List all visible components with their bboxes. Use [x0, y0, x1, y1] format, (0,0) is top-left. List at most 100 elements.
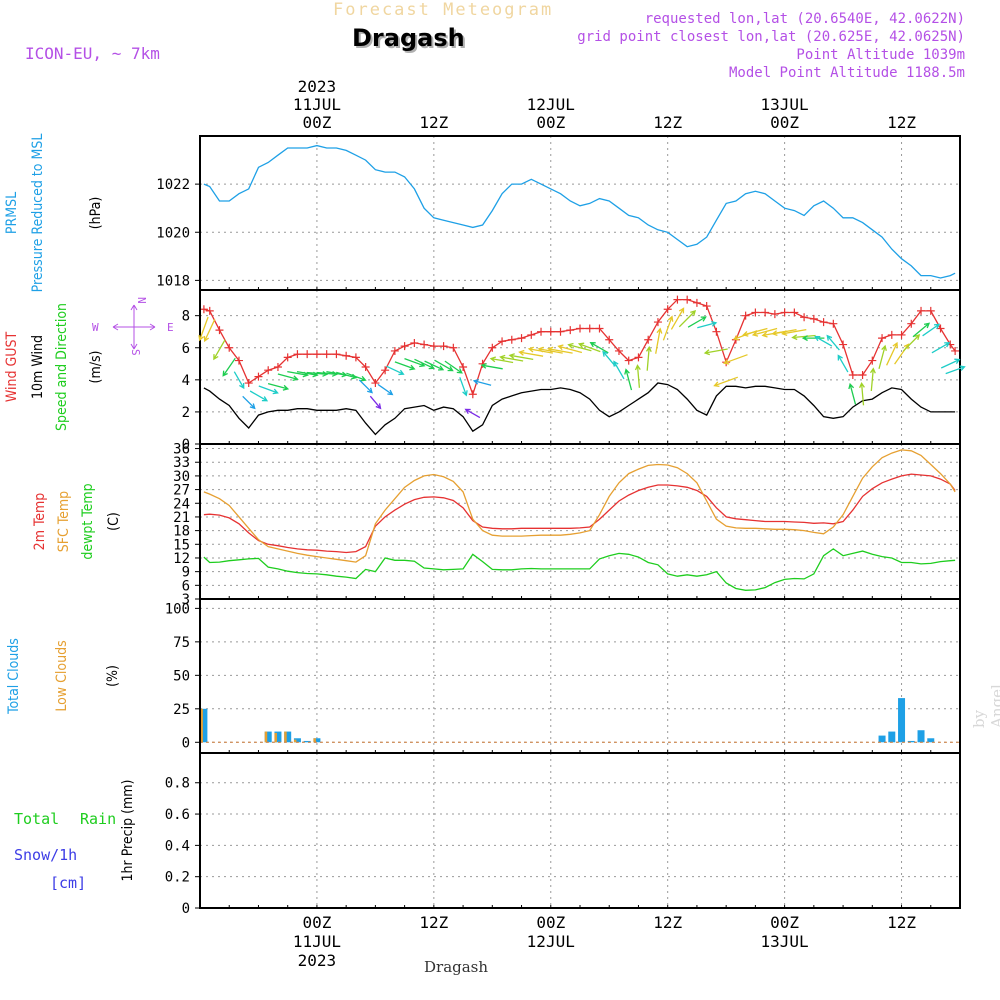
gust-marker: [429, 342, 438, 351]
total-cloud-bar: [284, 731, 292, 743]
gust-marker: [868, 356, 877, 365]
y-tick-label: 33: [173, 455, 190, 471]
wind-arrow: [577, 342, 601, 353]
wind-arrow: [508, 353, 534, 361]
gust-marker: [312, 350, 321, 359]
gust-marker: [342, 351, 351, 360]
y-tick-label: 6: [182, 341, 190, 357]
info-point-altitude: Point Altitude 1039m: [796, 47, 965, 63]
model-label: ICON-EU, ~ 7km: [25, 44, 160, 63]
y-axis-label: 1hr Precip (mm): [120, 780, 136, 882]
gust-marker: [332, 350, 341, 359]
y-tick-label: 0: [182, 437, 190, 453]
gust-marker: [215, 326, 224, 335]
panel-frame: [199, 289, 961, 445]
time-label-top: 12Z: [887, 113, 916, 132]
gust-marker: [878, 334, 887, 343]
wind-arrow: [940, 358, 961, 369]
wind-arrow: [213, 339, 226, 361]
wind-arrow: [233, 371, 245, 390]
gust-marker: [917, 306, 926, 315]
y-axis-label: SFC Temp: [56, 491, 72, 552]
y-tick-label: 1020: [156, 225, 190, 241]
wind-arrow: [655, 327, 663, 354]
gust-marker: [322, 350, 331, 359]
gust-marker: [936, 324, 945, 333]
gust-marker: [683, 295, 692, 304]
gust-marker: [741, 311, 750, 320]
footer-location: Dragash: [424, 958, 489, 976]
total-cloud-bar: [898, 698, 906, 743]
compass-arrows: [112, 304, 156, 350]
wind-arrow: [624, 368, 633, 391]
y-tick-label: 2: [182, 405, 190, 421]
gust-marker: [858, 371, 867, 380]
panel-wind: 0 2 4 6 8 Wind GUST 10m Wind Speed and Directio…: [4, 289, 961, 453]
wind-arrow: [826, 334, 840, 351]
panel-frame: [199, 598, 961, 754]
low-cloud-bar: [274, 732, 277, 743]
y-axis-label: 2m Temp: [32, 493, 48, 551]
time-label-top: 13JUL: [761, 95, 809, 114]
gust-marker: [283, 353, 292, 362]
y-axis-label: Total Clouds: [6, 638, 22, 715]
gust-marker: [205, 306, 214, 315]
compass-south: S: [129, 349, 142, 356]
wind-arrow: [369, 395, 382, 410]
low-cloud-bar: [313, 738, 316, 743]
wind-arrow: [589, 342, 609, 354]
time-label-bottom: 12Z: [419, 913, 448, 932]
wind-arrow: [434, 359, 454, 372]
wind-arrow: [249, 390, 269, 402]
y-tick-label: 75: [173, 635, 190, 651]
gust-marker: [673, 295, 682, 304]
wind-arrow: [662, 315, 674, 341]
wind-arrow: [489, 356, 514, 364]
wind-arrow: [602, 350, 616, 367]
gust-marker: [488, 343, 497, 352]
wind-arrow: [912, 322, 931, 338]
y-tick-label: 12: [173, 551, 190, 567]
total-cloud-bar: [293, 738, 301, 743]
wind-arrow: [781, 328, 807, 337]
info-grid-point: grid point closest lon,lat (20.625E, 42.…: [577, 29, 965, 45]
wind-arrow: [222, 357, 236, 377]
gust-marker: [351, 353, 360, 362]
gust-marker: [595, 324, 604, 333]
panel-frame: [199, 752, 961, 909]
gust-marker: [585, 324, 594, 333]
y-axis-label: (%): [105, 665, 121, 687]
wind-arrow: [444, 360, 463, 374]
wind-arrow: [499, 354, 524, 362]
panel-clouds: 0 25 50 75 100 Total Clouds Low Clouds (%): [6, 598, 961, 754]
gust-marker: [692, 298, 701, 307]
time-label-bottom: 11JUL: [293, 932, 341, 951]
total-cloud-bar: [917, 730, 925, 743]
y-axis-label: Pressure Reduced to MSL: [30, 134, 46, 293]
gust-marker: [517, 334, 526, 343]
y-axis-label: dewpt Temp: [80, 483, 96, 559]
gust-marker: [371, 379, 380, 388]
wind-arrow: [377, 383, 394, 396]
y-tick-label: 3: [182, 592, 190, 608]
info-requested: requested lon,lat (20.6540E, 42.0622N): [644, 11, 965, 27]
low-cloud-bar: [200, 708, 203, 743]
wind-arrow: [670, 307, 685, 330]
compass-north: N: [135, 297, 148, 304]
time-label-bottom: 12Z: [653, 913, 682, 932]
gust-marker: [293, 350, 302, 359]
y-tick-label: 0.8: [165, 776, 190, 792]
time-label-bottom: 00Z: [770, 913, 799, 932]
wind-arrow: [869, 367, 876, 392]
faded-title: Forecast Meteogram: [333, 0, 554, 20]
panel-frame: [199, 443, 961, 600]
gust-marker: [644, 335, 653, 344]
wind-compass-legend: W E N S: [92, 297, 174, 356]
time-label-top: 12Z: [653, 113, 682, 132]
y-axis-label: (C): [106, 512, 122, 531]
total-cloud-bar: [927, 738, 935, 743]
wind-arrow: [837, 354, 849, 373]
